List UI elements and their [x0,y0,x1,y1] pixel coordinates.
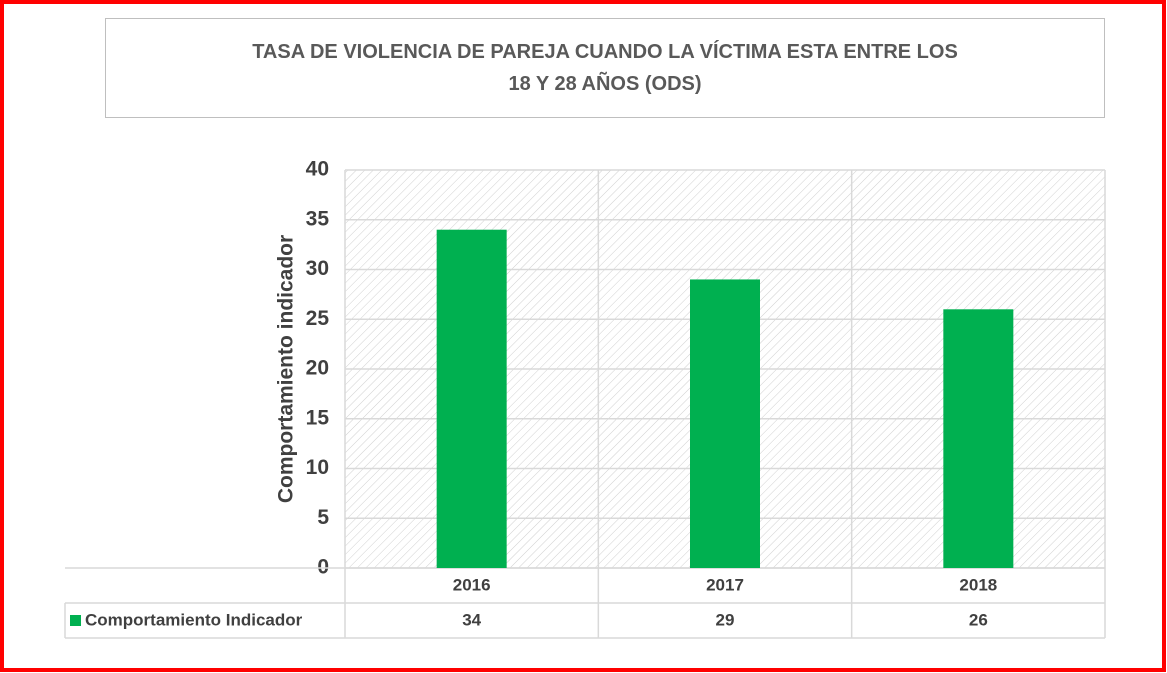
bar [943,309,1014,568]
y-tick-label: 25 [306,307,330,330]
y-tick-label: 5 [317,506,329,529]
y-tick-label: 10 [306,456,329,479]
y-tick-label: 15 [306,406,330,429]
y-tick-label: 35 [306,207,330,230]
x-tick-label: 2016 [453,575,491,594]
title-box: TASA DE VIOLENCIA DE PAREJA CUANDO LA VÍ… [105,18,1105,118]
table-value: 34 [462,610,481,629]
bar [690,279,760,568]
y-axis-label: Comportamiento indicador [275,235,298,503]
bar [436,229,507,568]
y-tick-label: 20 [306,357,329,380]
table-value: 29 [716,610,735,629]
y-tick-label: 30 [306,257,329,280]
legend-marker [70,615,81,626]
table-value: 26 [969,610,988,629]
y-tick-label: 0 [317,556,329,579]
y-tick-label: 40 [306,158,329,181]
x-tick-label: 2017 [706,575,744,594]
x-tick-label: 2018 [959,575,997,594]
legend-label: Comportamiento Indicador [85,610,303,629]
chart-title: TASA DE VIOLENCIA DE PAREJA CUANDO LA VÍ… [252,41,958,95]
